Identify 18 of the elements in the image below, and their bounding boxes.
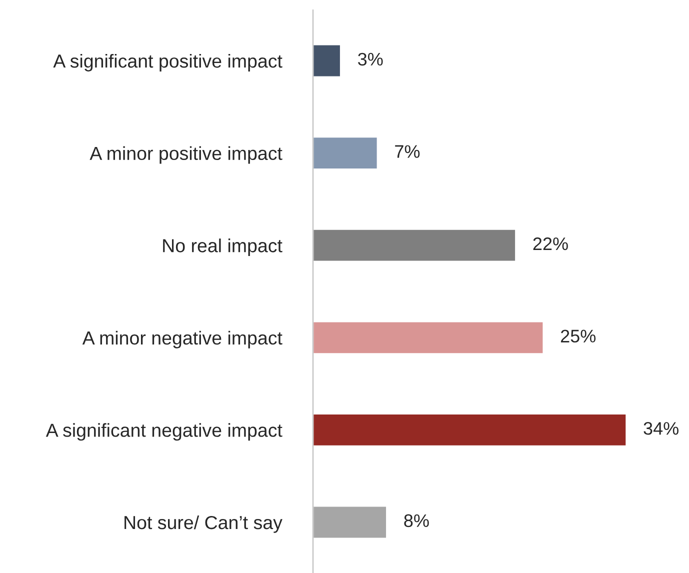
data-label: 8% [404,514,429,528]
bar [313,228,516,262]
data-label: 22% [533,237,568,250]
data-label: 34% [644,422,678,435]
y-tick-label: Not sure/ Can’t say [124,515,282,533]
y-tick-label: A minor positive impact [90,146,282,164]
y-tick-label: No real impact [163,238,282,256]
y-tick-label: A minor negative impact [82,330,282,348]
data-label: 25% [560,330,596,342]
bar [313,44,342,78]
data-label: 3% [358,52,383,66]
data-label: 7% [395,145,420,158]
bar [313,413,628,447]
bar [313,136,378,170]
bar [313,320,544,354]
y-tick-label: A significant positive impact [53,54,282,72]
bar [313,505,388,540]
y-tick-label: A significant negative impact [46,423,282,441]
